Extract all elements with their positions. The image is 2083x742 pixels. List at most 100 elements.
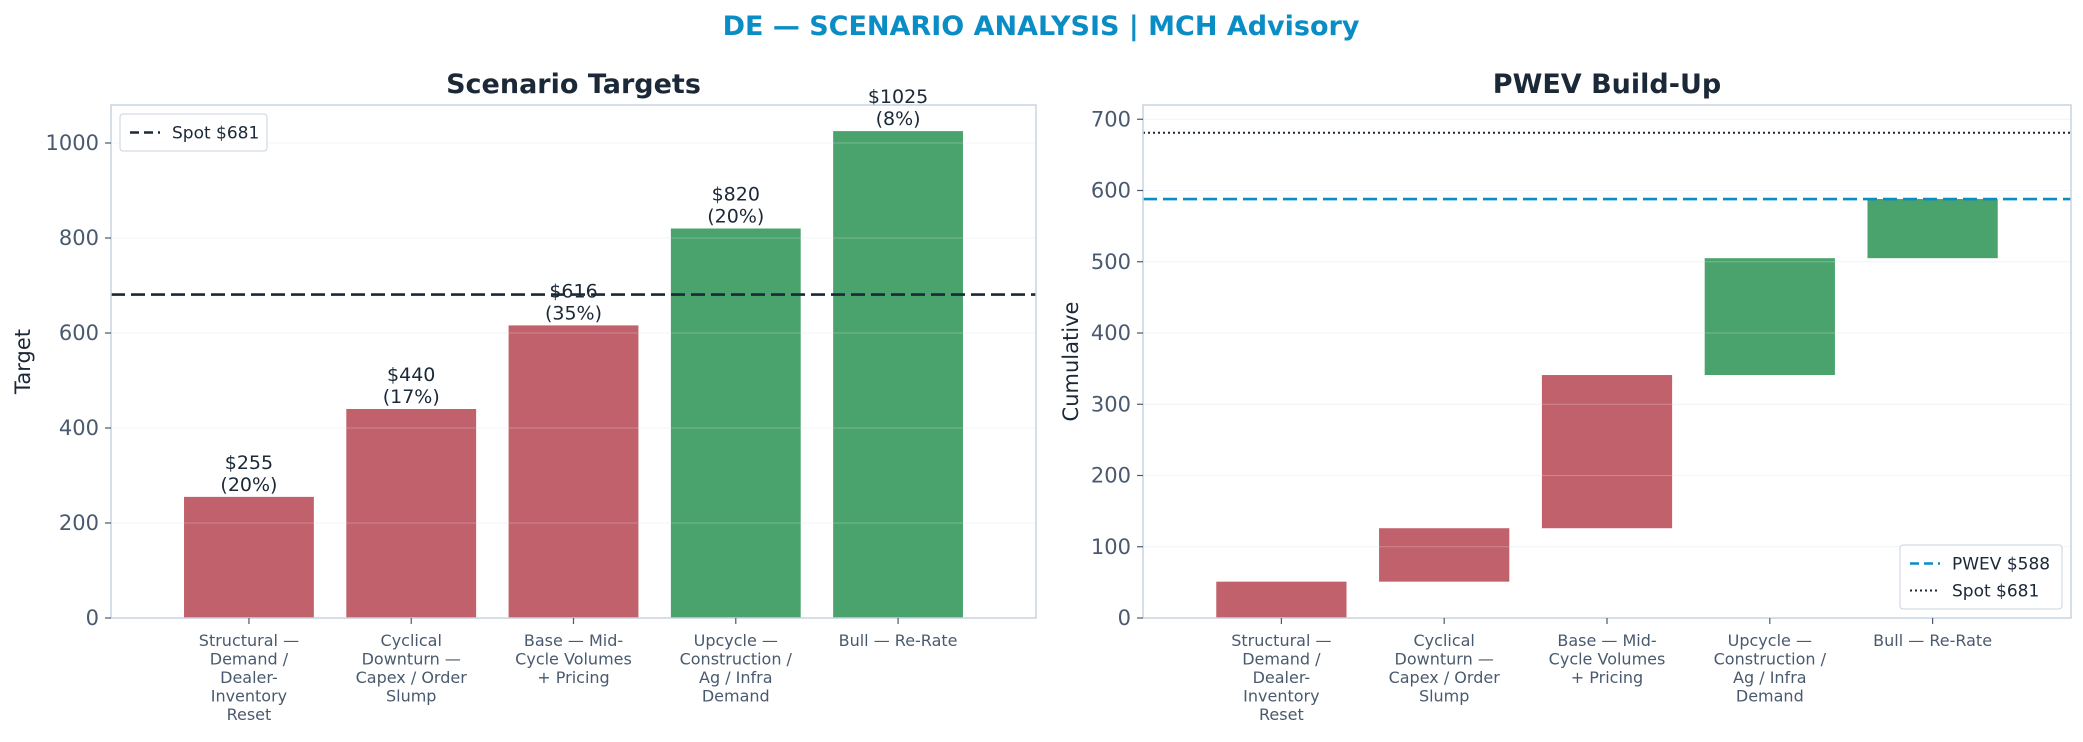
x-tick-label-line: Downturn —: [1395, 650, 1494, 669]
x-tick-label-line: Demand /: [210, 650, 289, 669]
waterfall-bar: [1216, 581, 1347, 618]
data-label-line: (17%): [383, 386, 440, 408]
bars: [1216, 199, 1998, 618]
bar: [670, 228, 801, 618]
x-tick-label-line: Demand: [702, 687, 770, 706]
x-tick-label: Structural — Demand / Dealer-Inventory Rese…: [1231, 631, 1331, 724]
data-label-line: $820: [712, 184, 760, 206]
x-tick-label-line: Base — Mid-: [524, 631, 623, 650]
bar: [833, 131, 963, 618]
x-tick-label-line: Upcycle —: [1728, 631, 1812, 650]
legend-box: [1899, 544, 2063, 610]
data-label-line: (35%): [545, 302, 602, 324]
y-tick-label: 200: [1091, 464, 1131, 488]
waterfall-bar: [1379, 528, 1510, 582]
x-tick-label-line: Demand /: [1242, 650, 1321, 669]
y-tick-label: 0: [1118, 606, 1131, 630]
x-tick-label-line: Capex / Order: [1389, 668, 1501, 687]
legend-entry: PWEV $588: [1952, 555, 2050, 575]
x-tick-label-line: Dealer-: [1253, 668, 1311, 687]
x-tick-label: Bull — Re-Rate: [1873, 631, 1992, 650]
x-tick-label-line: + Pricing: [1571, 668, 1643, 687]
x-tick-label-line: Inventory: [211, 687, 287, 706]
x-tick-label-line: Inventory: [1243, 687, 1319, 706]
y-tick-label: 700: [1091, 107, 1131, 131]
bars: [184, 131, 963, 618]
x-tick-label-line: Capex / Order: [356, 668, 468, 687]
y-tick-label: 600: [1091, 179, 1131, 203]
x-tick-label-line: Base — Mid-: [1557, 631, 1656, 650]
data-label-line: $1025: [868, 86, 928, 108]
data-label: $440 (17%): [383, 364, 440, 408]
y-tick-label: 400: [1091, 321, 1131, 345]
y-tick-label: 0: [86, 606, 99, 630]
x-tick-label-line: Cycle Volumes: [1549, 650, 1666, 669]
x-tick-label-line: Cyclical: [381, 631, 442, 650]
x-tick-label-line: Bull — Re-Rate: [839, 631, 958, 650]
chart-title: PWEV Build-Up: [1493, 69, 1721, 100]
x-tick-label: Base — Mid-Cycle Volumes + Pricing: [515, 631, 632, 687]
chart-title: Scenario Targets: [446, 69, 701, 100]
x-tick-label: Cyclical Downturn — Capex / Order Slump: [1389, 631, 1501, 706]
x-tick-label-line: Ag / Infra: [699, 668, 773, 687]
waterfall-bar: [1867, 199, 1998, 259]
x-tick-label-line: Reset: [227, 705, 272, 724]
x-tick-label-line: Cyclical: [1414, 631, 1475, 650]
x-tick-label: Cyclical Downturn — Capex / Order Slump: [356, 631, 468, 706]
x-tick-label-line: Upcycle —: [694, 631, 778, 650]
bar: [184, 496, 314, 618]
y-tick-label: 600: [59, 321, 99, 345]
x-tick-label: Upcycle — Construction / Ag / Infra Demand: [680, 631, 793, 706]
y-tick-label: 100: [1091, 535, 1131, 559]
data-label: $616 (35%): [545, 280, 602, 324]
y-axis-label: Cumulative: [1059, 302, 1083, 422]
x-tick-label-line: Construction /: [1714, 650, 1827, 669]
x-tick-label-line: Dealer-: [220, 668, 278, 687]
legend-box: [119, 113, 268, 152]
legend: PWEV $588 Spot $681: [1899, 544, 2063, 610]
x-tick-label-line: Slump: [386, 687, 436, 706]
y-tick-label: 1000: [46, 131, 99, 155]
x-tick-label-line: Construction /: [680, 650, 793, 669]
y-tick-label: 500: [1091, 250, 1131, 274]
bar: [508, 325, 639, 618]
data-label-line: $255: [225, 452, 273, 474]
y-tick-label: 300: [1091, 392, 1131, 416]
data-label-line: $440: [387, 364, 435, 386]
figure-title: DE — SCENARIO ANALYSIS | MCH Advisory: [723, 11, 1360, 42]
x-tick-label: Base — Mid-Cycle Volumes + Pricing: [1549, 631, 1666, 687]
x-tick-label-line: Slump: [1419, 687, 1469, 706]
legend-entry: Spot $681: [1952, 582, 2039, 602]
x-tick-label: Upcycle — Construction / Ag / Infra Demand: [1714, 631, 1827, 706]
y-tick-label: 200: [59, 511, 99, 535]
data-label: $255 (20%): [220, 452, 277, 496]
x-tick-label: Structural — Demand / Dealer-Inventory Rese…: [199, 631, 299, 724]
y-axis-label: Target: [11, 329, 35, 395]
y-tick-label: 800: [59, 226, 99, 250]
data-label-line: $616: [549, 280, 597, 302]
data-label: $820 (20%): [707, 184, 764, 228]
x-tick-label-line: Structural —: [1231, 631, 1331, 650]
data-label: $1025 (8%): [868, 86, 928, 130]
waterfall-bar: [1541, 375, 1673, 529]
x-tick-label-line: + Pricing: [537, 668, 609, 687]
scenario-targets-chart: $255 (20%)$440 (17%)$616 (35%)$820 (20%)$102…: [11, 69, 1037, 724]
data-label-line: (8%): [876, 108, 921, 130]
bar: [346, 409, 477, 618]
x-tick-label-line: Structural —: [199, 631, 299, 650]
data-label-line: (20%): [220, 474, 277, 496]
waterfall-bar: [1704, 258, 1835, 376]
x-tick-label: Bull — Re-Rate: [839, 631, 958, 650]
x-tick-label-line: Bull — Re-Rate: [1873, 631, 1992, 650]
x-tick-label-line: Ag / Infra: [1733, 668, 1807, 687]
y-tick-label: 400: [59, 416, 99, 440]
x-tick-label-line: Reset: [1259, 705, 1304, 724]
x-tick-label-line: Cycle Volumes: [515, 650, 632, 669]
data-label-line: (20%): [707, 206, 764, 228]
plot-frame: [1142, 104, 2072, 619]
x-tick-label-line: Demand: [1736, 687, 1804, 706]
legend-entry: Spot $681: [172, 124, 259, 144]
